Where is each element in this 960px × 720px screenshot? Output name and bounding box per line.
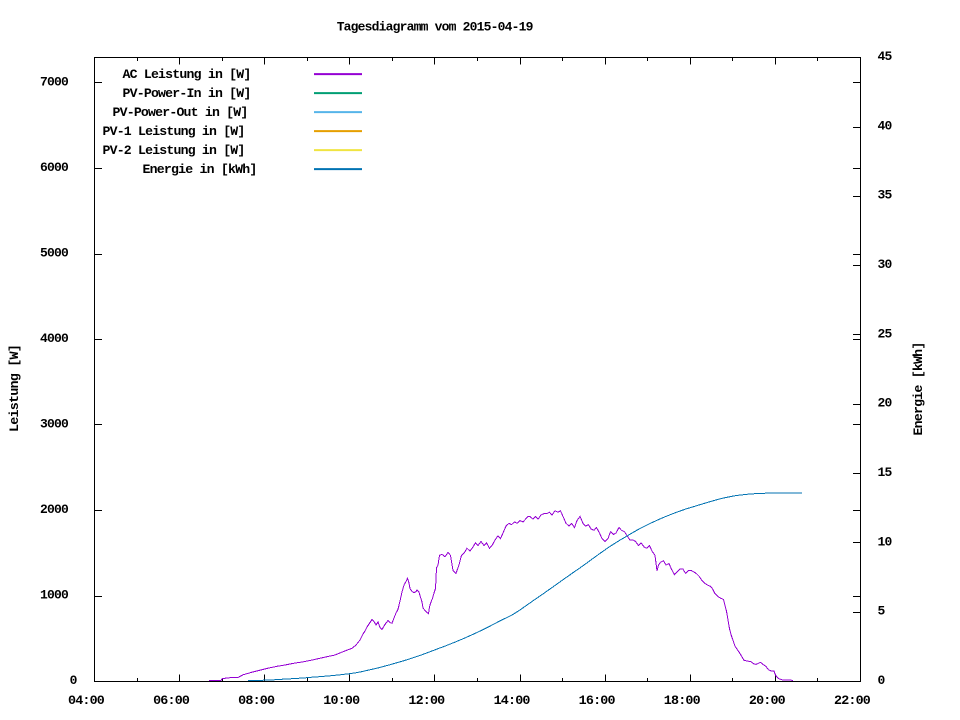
svg-text:08:00: 08:00: [238, 693, 275, 708]
svg-text:Tagesdiagramm vom 2015-04-19: Tagesdiagramm vom 2015-04-19: [337, 20, 534, 35]
svg-text:6000: 6000: [40, 160, 69, 175]
svg-text:PV-2 Leistung in [W]: PV-2 Leistung in [W]: [103, 143, 245, 158]
svg-text:5000: 5000: [40, 245, 69, 260]
svg-text:5: 5: [878, 604, 886, 619]
svg-text:06:00: 06:00: [153, 693, 190, 708]
svg-text:Energie [kWh]: Energie [kWh]: [911, 343, 926, 436]
svg-text:18:00: 18:00: [664, 693, 701, 708]
svg-text:30: 30: [878, 257, 893, 272]
svg-text:0: 0: [878, 673, 886, 688]
svg-text:1000: 1000: [40, 587, 69, 602]
svg-text:2000: 2000: [40, 502, 69, 517]
svg-text:Leistung [W]: Leistung [W]: [7, 345, 22, 432]
svg-text:22:00: 22:00: [834, 693, 871, 708]
svg-text:15: 15: [878, 465, 893, 480]
svg-text:16:00: 16:00: [579, 693, 616, 708]
svg-text:25: 25: [878, 326, 893, 341]
svg-text:45: 45: [878, 49, 893, 64]
svg-text:20: 20: [878, 396, 893, 411]
svg-text:PV-Power-In in [W]: PV-Power-In in [W]: [123, 86, 251, 101]
svg-text:40: 40: [878, 118, 893, 133]
svg-text:4000: 4000: [40, 331, 69, 346]
svg-text:14:00: 14:00: [494, 693, 531, 708]
svg-text:0: 0: [70, 673, 78, 688]
svg-text:04:00: 04:00: [68, 693, 105, 708]
svg-text:AC Leistung in [W]: AC Leistung in [W]: [123, 67, 251, 82]
svg-text:10:00: 10:00: [323, 693, 360, 708]
svg-text:PV-1 Leistung in [W]: PV-1 Leistung in [W]: [103, 124, 245, 139]
svg-text:7000: 7000: [40, 74, 69, 89]
svg-text:PV-Power-Out in [W]: PV-Power-Out in [W]: [113, 105, 248, 120]
svg-text:35: 35: [878, 188, 893, 203]
svg-text:Energie in [kWh]: Energie in [kWh]: [143, 162, 257, 177]
svg-text:12:00: 12:00: [408, 693, 445, 708]
svg-text:3000: 3000: [40, 416, 69, 431]
svg-text:20:00: 20:00: [749, 693, 786, 708]
svg-text:10: 10: [878, 534, 893, 549]
